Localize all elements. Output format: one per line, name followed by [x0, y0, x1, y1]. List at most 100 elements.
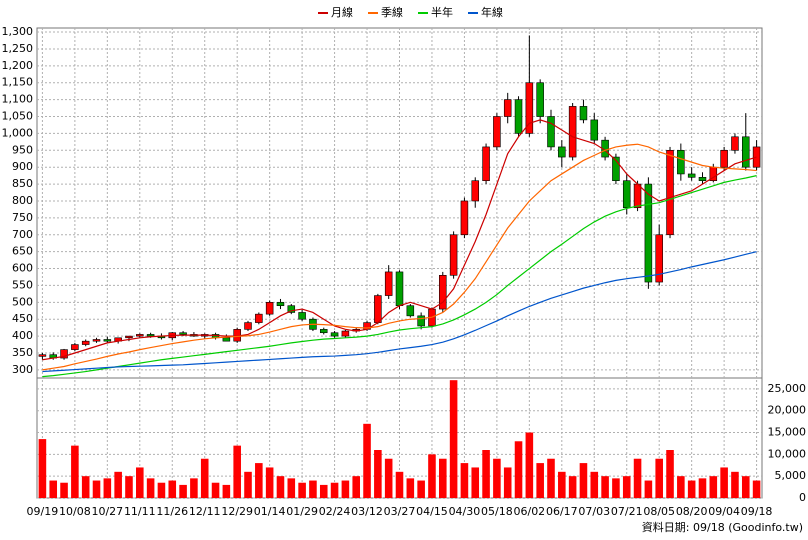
candle-body	[677, 149, 685, 175]
volume-bar	[71, 445, 79, 498]
y-tick-label: 700	[12, 228, 33, 241]
y-tick-label: 1,050	[2, 110, 34, 123]
volume-bar	[179, 484, 187, 498]
candle-body	[179, 332, 187, 335]
volume-bar	[525, 432, 534, 498]
volume-bar	[655, 458, 663, 498]
y-tick-label: 950	[12, 143, 33, 156]
candle-body	[698, 177, 707, 182]
x-tick-label: 07/03	[578, 505, 610, 518]
x-tick-label: 04/30	[449, 505, 481, 518]
y-tick-label: 1,000	[2, 126, 34, 139]
y-tick-label: 900	[12, 160, 33, 173]
candle-body	[136, 334, 144, 337]
volume-bar	[298, 482, 306, 498]
y-tick-label: 400	[12, 329, 33, 342]
candle-body	[579, 106, 588, 121]
volume-bar	[276, 476, 285, 498]
candle-body	[742, 136, 750, 168]
volume-bar	[233, 445, 241, 498]
candle-body	[146, 334, 155, 337]
volume-bar	[146, 478, 155, 498]
volume-bar	[568, 476, 577, 498]
volume-bar	[698, 478, 707, 498]
y-tick-label: 1,150	[2, 76, 34, 89]
x-tick-label: 01/14	[254, 505, 286, 518]
volume-bar	[590, 471, 599, 498]
volume-bar	[395, 471, 404, 498]
volume-bar	[536, 463, 544, 498]
x-tick-label: 11/11	[124, 505, 156, 518]
candle-body	[71, 344, 79, 350]
x-tick-label: 05/18	[481, 505, 513, 518]
y-tick-label: 750	[12, 211, 33, 224]
candle-body	[298, 312, 306, 320]
ma-line	[42, 175, 757, 378]
volume-bar	[482, 450, 490, 498]
volume-bar	[384, 458, 393, 498]
candle-body	[103, 339, 112, 342]
volume-bar	[49, 480, 58, 498]
candle-body	[374, 295, 382, 323]
y-tick-label: 350	[12, 346, 33, 359]
volume-bar	[255, 463, 263, 498]
volume-bar	[352, 476, 361, 498]
volume-tick-label: 20,000	[768, 404, 807, 417]
volume-bar	[579, 463, 588, 498]
volume-bar	[709, 476, 718, 498]
volume-bar	[644, 480, 653, 498]
volume-bar	[428, 454, 436, 498]
x-tick-label: 11/26	[156, 505, 188, 518]
y-tick-label: 1,200	[2, 59, 34, 72]
candle-body	[81, 340, 90, 345]
volume-bar	[157, 482, 166, 498]
candle-body	[449, 234, 458, 276]
candle-body	[568, 106, 577, 158]
ma-line	[42, 119, 757, 361]
volume-bar	[687, 480, 696, 498]
volume-tick-label: 5,000	[775, 469, 807, 482]
volume-tick-label: 0	[799, 491, 806, 504]
volume-bar	[731, 471, 739, 498]
volume-bar	[363, 423, 371, 498]
volume-bar	[125, 476, 133, 498]
volume-bar	[190, 478, 198, 498]
x-tick-label: 09/19	[27, 505, 59, 518]
ma-line	[42, 251, 757, 373]
ma-line	[42, 143, 757, 371]
volume-bar	[514, 441, 523, 498]
volume-bar	[417, 480, 425, 498]
candle-body	[525, 82, 534, 134]
volume-bar	[222, 484, 231, 498]
candle-body	[633, 183, 642, 209]
y-tick-label: 1,300	[2, 25, 34, 38]
volume-bar	[374, 450, 382, 498]
x-tick-label: 09/18	[741, 505, 773, 518]
candle-body	[752, 146, 761, 168]
candle-body	[558, 146, 566, 158]
volume-bar	[60, 482, 68, 498]
candle-body	[439, 274, 447, 310]
volume-bar	[319, 484, 328, 498]
volume-bar	[330, 482, 339, 498]
volume-bar	[92, 480, 101, 498]
volume-bar	[666, 450, 674, 498]
volume-bar	[38, 439, 47, 498]
volume-tick-label: 10,000	[768, 447, 807, 460]
y-tick-label: 500	[12, 295, 33, 308]
candle-body	[655, 234, 663, 283]
x-tick-label: 08/05	[643, 505, 675, 518]
candle-body	[244, 322, 252, 330]
footer: 資料日期: 09/18 (Goodinfo.tw)	[642, 520, 803, 534]
volume-bar	[114, 471, 122, 498]
volume-tick-label: 15,000	[768, 426, 807, 439]
candle-body	[687, 173, 696, 178]
candle-body	[276, 302, 285, 307]
candle-body	[38, 354, 47, 357]
volume-bar	[211, 482, 220, 498]
volume-bar	[449, 380, 458, 498]
candle-body	[471, 180, 480, 202]
x-tick-label: 06/02	[513, 505, 545, 518]
